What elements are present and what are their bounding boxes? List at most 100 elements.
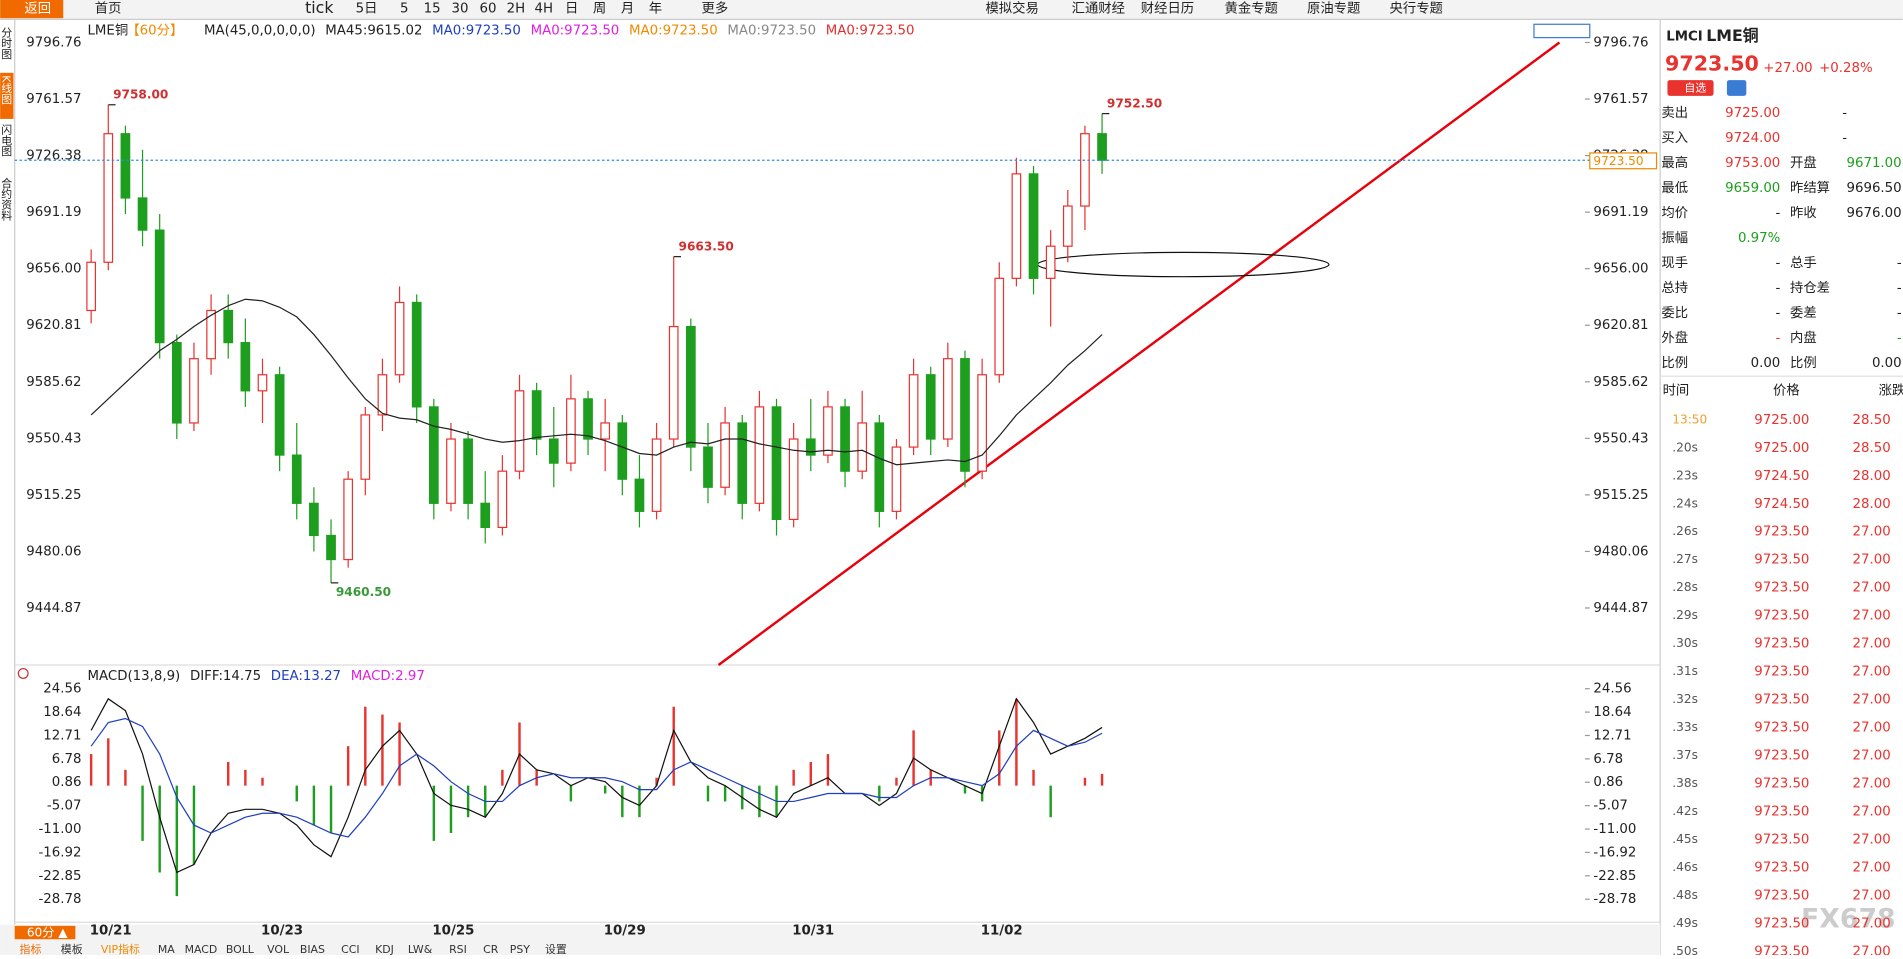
trade-time: .27s — [1672, 552, 1698, 566]
indicator-tab[interactable]: 指标 — [20, 942, 42, 956]
macd-bar — [878, 785, 881, 802]
candle-body — [240, 342, 251, 392]
period-button[interactable]: 月 — [621, 1, 634, 16]
period-button[interactable]: 2H — [507, 1, 526, 16]
trade-time: .48s — [1672, 888, 1698, 902]
indicator-tab[interactable]: 模板 — [61, 942, 83, 956]
trade-price: 9723.50 — [1754, 804, 1809, 819]
toolbar-link[interactable]: 汇通财经 — [1072, 0, 1125, 16]
back-button[interactable]: 返回 — [24, 0, 51, 16]
indicator-tab[interactable]: CCI — [341, 943, 359, 956]
period-button[interactable]: 周 — [593, 1, 606, 16]
candle-body — [463, 438, 473, 504]
toolbar-link[interactable]: 模拟交易 — [985, 0, 1038, 16]
indicator-tab[interactable]: MA — [158, 943, 175, 956]
side-tab[interactable]: 合约资料 — [0, 176, 13, 222]
indicator-tab[interactable]: PSY — [510, 943, 530, 956]
extreme-label: 9460.50 — [336, 585, 391, 599]
trade-price: 9724.50 — [1754, 497, 1809, 512]
candle-body — [171, 342, 182, 424]
y-tick-label-right: 9761.57 — [1593, 92, 1648, 107]
candle-body — [703, 446, 713, 488]
indicator-tab[interactable]: VOL — [267, 943, 290, 956]
toolbar-link[interactable]: 原油专题 — [1307, 0, 1360, 16]
back-button-bg[interactable] — [0, 0, 64, 19]
trade-time: .29s — [1672, 608, 1698, 622]
macd-bar — [158, 785, 161, 873]
period-button[interactable]: 年 — [649, 0, 662, 16]
trade-price: 9723.50 — [1754, 749, 1809, 764]
y-tick-label-right: 9620.81 — [1593, 318, 1648, 333]
toolbar-link[interactable]: 财经日历 — [1141, 0, 1194, 16]
period-button[interactable]: 日 — [565, 1, 578, 16]
trade-price: 9723.50 — [1754, 888, 1809, 903]
trade-price: 9723.50 — [1754, 776, 1809, 791]
indicator-tab[interactable]: MACD — [185, 943, 218, 956]
candle-body — [394, 301, 405, 376]
quote-value: - — [1775, 281, 1780, 296]
indicator-tab[interactable]: BIAS — [300, 943, 325, 956]
period-button[interactable]: 15 — [424, 1, 441, 16]
period-button[interactable]: 5日 — [356, 1, 378, 16]
home-button[interactable]: 首页 — [95, 0, 122, 16]
y-tick-label-right: 18.64 — [1593, 705, 1631, 720]
macd-settings-icon[interactable] — [17, 668, 29, 679]
y-tick-label: -16.92 — [38, 845, 81, 860]
y-tick-label: 9656.00 — [26, 262, 81, 277]
toolbar-bg — [0, 0, 1903, 20]
trade-change: 28.00 — [1853, 469, 1891, 484]
indicator-tab[interactable]: VIP指标 — [101, 942, 140, 956]
y-tick-label: 9585.62 — [26, 375, 81, 390]
trade-price: 9723.50 — [1754, 525, 1809, 540]
period-button[interactable]: 4H — [535, 1, 554, 16]
macd-bar — [758, 785, 761, 818]
indicator-tab[interactable]: 设置 — [545, 943, 567, 956]
candle-body — [840, 406, 850, 472]
candle-body — [874, 422, 885, 512]
macd-bar — [603, 785, 607, 794]
candle-body — [411, 301, 422, 408]
toolbar-link[interactable]: 央行专题 — [1390, 0, 1443, 16]
period-button[interactable]: tick — [305, 0, 334, 17]
watch-button-bg[interactable] — [1667, 80, 1714, 96]
more-button[interactable]: 更多 — [702, 0, 729, 16]
quote-value: 9753.00 — [1725, 156, 1780, 171]
side-tab[interactable]: 闪电图 — [0, 122, 13, 157]
candle-body — [1028, 173, 1039, 279]
y-tick-label: 24.56 — [43, 682, 81, 697]
trade-change: 27.00 — [1853, 693, 1891, 708]
period-button[interactable]: 60 — [479, 1, 496, 16]
candle-body — [720, 422, 730, 488]
indicator-tab[interactable]: LW& — [408, 943, 433, 956]
indicator-tab[interactable]: RSI — [449, 943, 467, 956]
indicator-tab[interactable]: KDJ — [375, 943, 394, 956]
y-tick-label-right: -16.92 — [1593, 845, 1636, 860]
period-button[interactable]: 30 — [452, 1, 469, 16]
diff-line — [90, 697, 1103, 874]
indicator-tab[interactable]: BOLL — [226, 943, 255, 956]
y-tick-label-right: 9515.25 — [1593, 488, 1648, 503]
extreme-label: 9752.50 — [1107, 96, 1162, 110]
indicator-tab[interactable]: CR — [483, 943, 499, 956]
watch-button[interactable]: 自选 — [1684, 82, 1706, 95]
macd-bar — [312, 785, 316, 826]
y-tick-label: 9761.57 — [26, 92, 81, 107]
quote-change: +27.00 — [1763, 61, 1812, 76]
alert-button[interactable] — [1726, 80, 1747, 96]
candle-body — [891, 446, 902, 512]
quote-label: 昨结算 — [1790, 180, 1830, 196]
quote-label: 最高 — [1661, 154, 1688, 171]
toolbar-link[interactable]: 黄金专题 — [1225, 0, 1278, 16]
quote-label: 委比 — [1661, 305, 1688, 321]
period-button[interactable]: 5 — [400, 1, 408, 16]
bottom-period[interactable]: 60分 ▲ — [27, 926, 68, 940]
extreme-label: 9758.00 — [113, 88, 168, 102]
quote-label: 昨收 — [1790, 205, 1817, 221]
period-box[interactable] — [14, 925, 76, 940]
side-tab[interactable]: 分时图 — [0, 26, 13, 60]
window-buttons[interactable] — [1533, 23, 1591, 39]
x-tick-label: 10/29 — [604, 924, 646, 939]
y-tick-label: 9444.87 — [26, 601, 81, 616]
side-tab[interactable]: K线图 — [0, 75, 13, 105]
candle-body — [1062, 205, 1073, 247]
